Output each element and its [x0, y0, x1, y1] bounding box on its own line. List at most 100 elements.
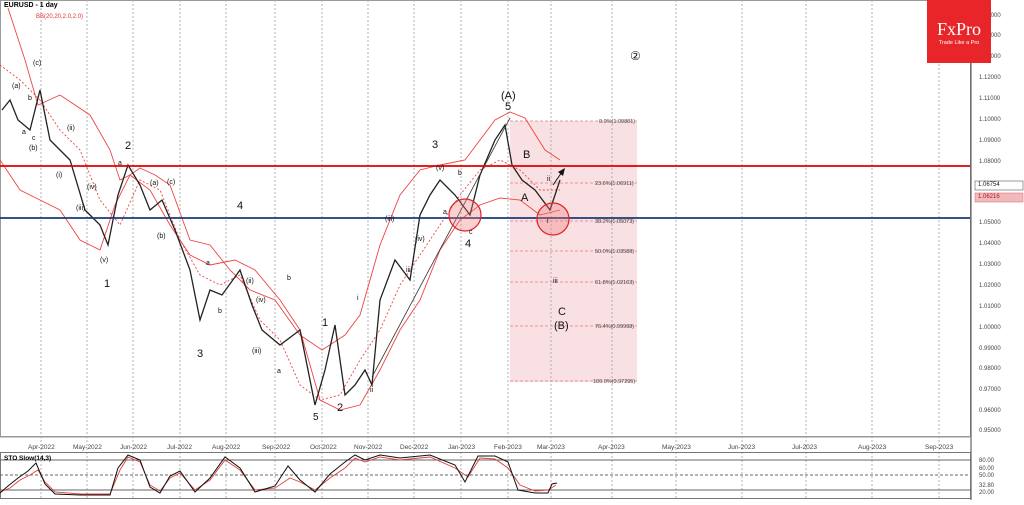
svg-text:(iv): (iv) — [87, 184, 97, 191]
svg-text:c: c — [469, 229, 473, 236]
svg-text:3: 3 — [432, 139, 438, 151]
svg-text:3: 3 — [197, 348, 203, 360]
svg-text:Sep-2022: Sep-2022 — [262, 444, 291, 451]
logo-tagline: Trade Like a Pro — [938, 40, 980, 46]
arrow-head-icon — [558, 168, 565, 176]
svg-text:May-2023: May-2023 — [662, 444, 691, 451]
svg-text:0.98000: 0.98000 — [979, 366, 1001, 372]
svg-text:(A): (A) — [501, 90, 516, 102]
svg-text:0.99000: 0.99000 — [979, 346, 1001, 352]
svg-text:0.96000: 0.96000 — [979, 408, 1001, 414]
highlight-circle-wave-4 — [448, 198, 482, 232]
svg-text:(i): (i) — [56, 172, 62, 179]
svg-text:a: a — [22, 129, 26, 136]
svg-text:100.0%(0.97295): 100.0%(0.97295) — [593, 379, 635, 385]
x-axis-labels: Apr-2022 May-2022 Jun-2022 Jul-2022 Aug-202… — [28, 444, 954, 451]
svg-text:76.4%(0.99998): 76.4%(0.99998) — [595, 324, 634, 330]
svg-text:(iii): (iii) — [252, 348, 261, 355]
vertical-gridlines — [40, 0, 940, 498]
svg-text:(iv): (iv) — [256, 297, 266, 304]
svg-text:32.80: 32.80 — [979, 483, 995, 489]
svg-text:1.01000: 1.01000 — [979, 304, 1001, 310]
svg-text:50.00: 50.00 — [979, 473, 995, 479]
price-series — [1, 89, 561, 406]
svg-text:Jan-2023: Jan-2023 — [448, 444, 475, 451]
svg-text:(a): (a) — [12, 83, 21, 90]
svg-text:(B): (B) — [554, 320, 569, 332]
svg-text:(iii): (iii) — [76, 205, 85, 212]
svg-text:61.8%(1.02103): 61.8%(1.02103) — [595, 280, 634, 286]
svg-text:iii: iii — [553, 278, 558, 285]
minor-wave-labels: (a) b a c (b) (c) (i) (ii) (iii) (iv) (v) a (a) (… — [12, 60, 558, 394]
svg-text:a: a — [277, 368, 281, 375]
svg-text:(b): (b) — [29, 145, 38, 152]
svg-text:Oct-2022: Oct-2022 — [310, 444, 337, 451]
svg-text:(v): (v) — [100, 257, 108, 264]
svg-text:38.2%(1.05073): 38.2%(1.05073) — [595, 219, 634, 225]
svg-text:A: A — [521, 192, 529, 204]
current-bid-box — [974, 192, 1024, 203]
svg-text:a: a — [206, 260, 210, 267]
svg-text:B: B — [523, 149, 530, 161]
svg-text:(c): (c) — [167, 179, 175, 186]
svg-text:ii: ii — [547, 176, 551, 183]
svg-text:0.0%(1.09881): 0.0%(1.09881) — [599, 119, 635, 125]
svg-text:Feb-2023: Feb-2023 — [494, 444, 522, 451]
wave-degree-marker: ② — [630, 49, 641, 63]
svg-text:b: b — [28, 95, 32, 102]
svg-text:0.97000: 0.97000 — [979, 387, 1001, 393]
chart-title: EURUSD - 1 day — [4, 2, 58, 9]
svg-text:Aug-2023: Aug-2023 — [858, 444, 887, 451]
svg-text:Dec-2022: Dec-2022 — [400, 444, 429, 451]
svg-text:(b): (b) — [157, 233, 166, 240]
bollinger-bands — [0, 7, 561, 411]
svg-text:1: 1 — [104, 278, 110, 290]
svg-text:Jun-2022: Jun-2022 — [120, 444, 147, 451]
current-close-box — [974, 180, 1024, 191]
svg-text:b: b — [458, 170, 462, 177]
svg-text:Jul-2022: Jul-2022 — [167, 444, 192, 451]
svg-text:Sep-2023: Sep-2023 — [925, 444, 954, 451]
svg-text:1.05000: 1.05000 — [979, 220, 1001, 226]
svg-text:1.12000: 1.12000 — [979, 75, 1001, 81]
fibonacci-labels: 0.0%(1.09881) 23.6%(1.06911) 38.2%(1.0507… — [593, 119, 635, 385]
svg-text:(a): (a) — [150, 180, 159, 187]
svg-text:1.08000: 1.08000 — [979, 159, 1001, 165]
svg-text:i: i — [357, 295, 359, 302]
highlight-circle-wave-i — [536, 202, 570, 236]
svg-text:a: a — [443, 209, 447, 216]
svg-text:2: 2 — [125, 140, 131, 152]
svg-text:Jul-2023: Jul-2023 — [792, 444, 817, 451]
fibonacci-zone — [510, 121, 637, 382]
svg-text:20.00: 20.00 — [979, 490, 995, 496]
svg-text:i: i — [547, 218, 549, 225]
svg-text:c: c — [32, 135, 36, 142]
svg-text:50.0%(1.03588): 50.0%(1.03588) — [595, 249, 634, 255]
svg-text:(c): (c) — [33, 60, 41, 67]
svg-text:4: 4 — [237, 200, 243, 212]
svg-text:(ii): (ii) — [67, 125, 75, 132]
svg-text:5: 5 — [505, 101, 511, 113]
wave-labels: 123 451 234 5(A)B AC(B) — [104, 90, 569, 423]
svg-text:May-2022: May-2022 — [73, 444, 102, 451]
svg-text:ii: ii — [370, 387, 374, 394]
svg-text:(v): (v) — [436, 165, 444, 172]
svg-text:1.04000: 1.04000 — [979, 241, 1001, 247]
logo-brand: FxPro — [936, 19, 981, 39]
svg-text:Apr-2022: Apr-2022 — [28, 444, 55, 451]
svg-text:Jun-2023: Jun-2023 — [728, 444, 755, 451]
current-close-label: 1.06754 — [978, 182, 1000, 188]
svg-text:1.11000: 1.11000 — [979, 96, 1001, 102]
svg-text:2: 2 — [337, 402, 343, 414]
fibonacci-lines — [510, 120, 637, 382]
svg-text:0.95000: 0.95000 — [979, 428, 1001, 434]
bollinger-indicator-label: BB(20,20,2.0,2.0) — [36, 14, 84, 20]
svg-text:(iv): (iv) — [415, 236, 425, 243]
sto-k-line — [0, 454, 558, 496]
svg-text:b: b — [218, 308, 222, 315]
svg-text:1.03000: 1.03000 — [979, 262, 1001, 268]
y-axis-labels: 1.150001.140001.13000 1.120001.110001.10… — [979, 13, 1001, 434]
